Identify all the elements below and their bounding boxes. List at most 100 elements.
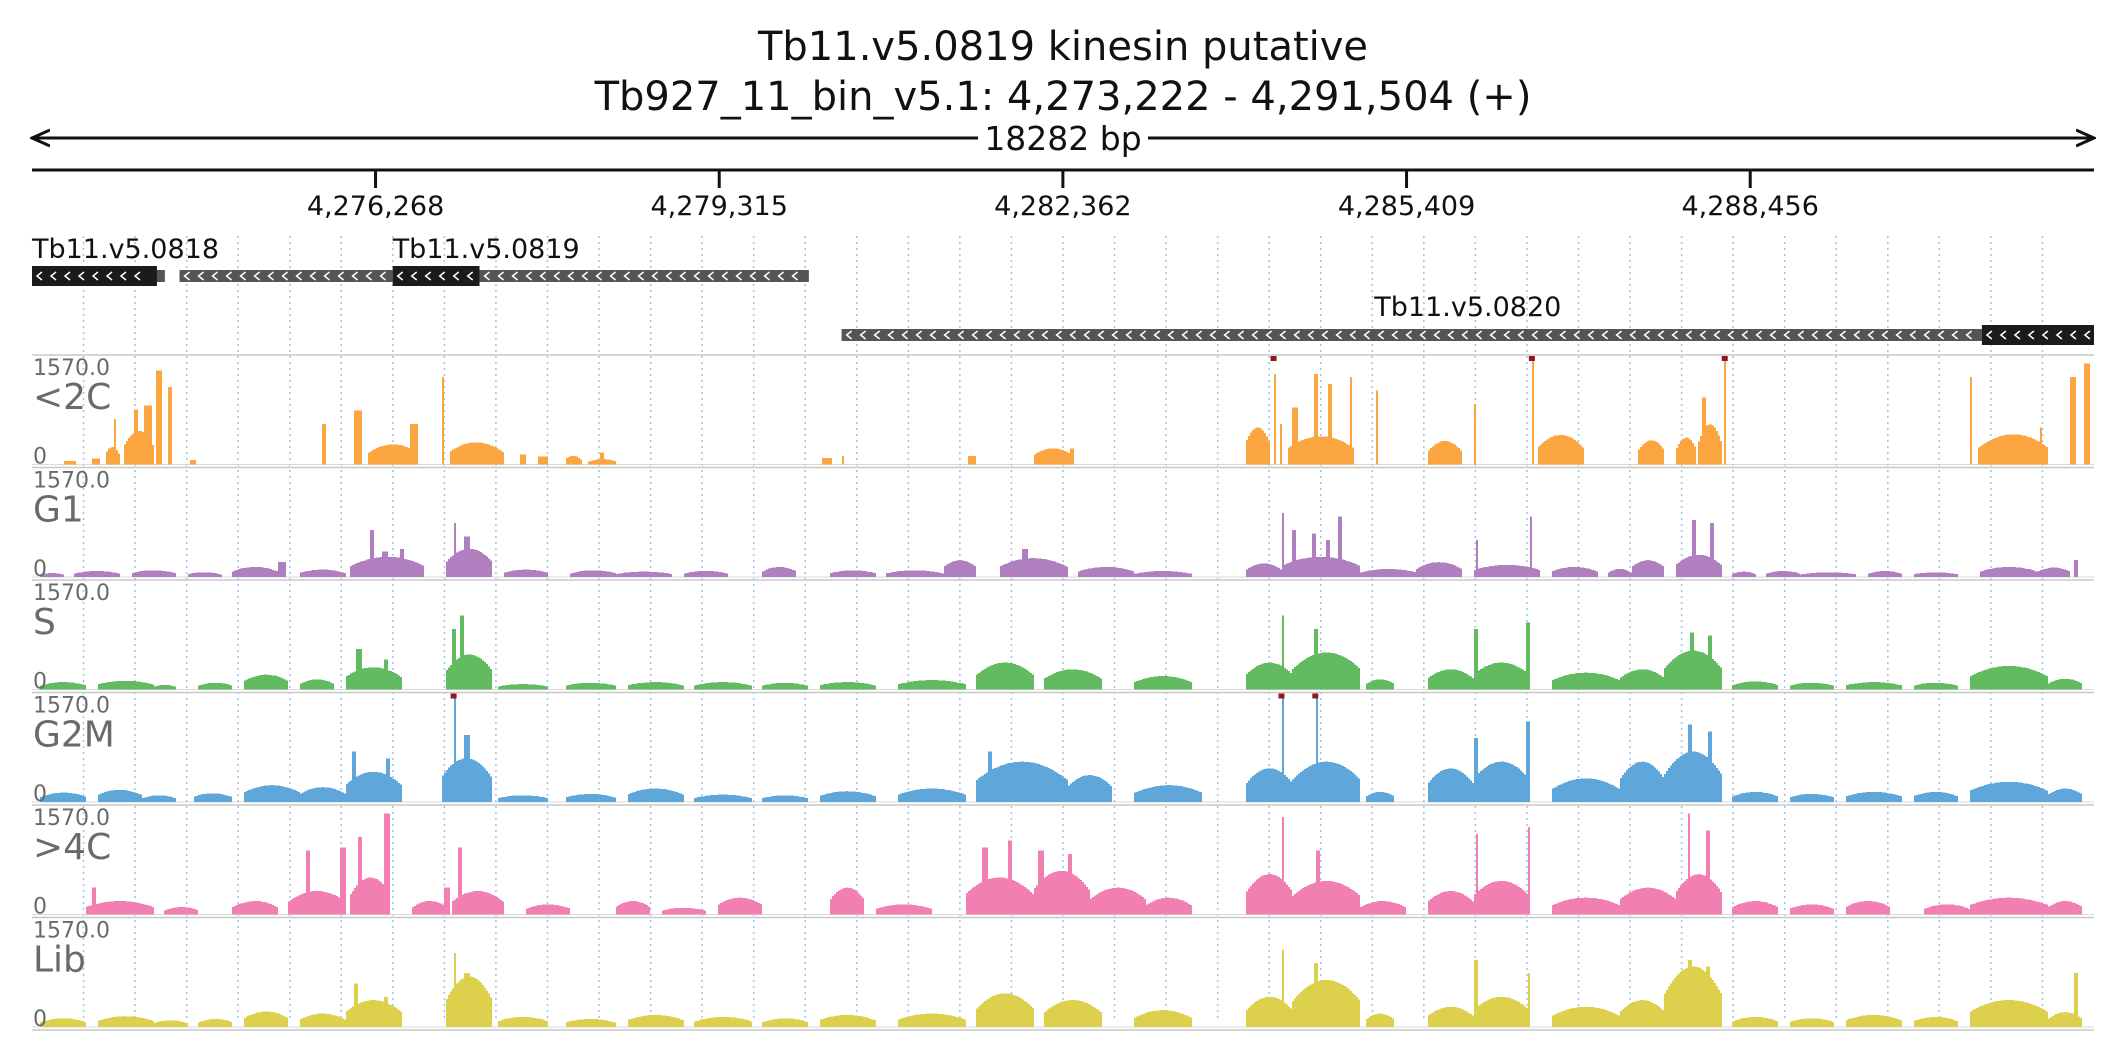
track-name-label: G1	[33, 490, 84, 531]
track-max-label: 1570.0	[33, 581, 110, 606]
gene-cds-block	[392, 266, 480, 286]
strand-chevron	[1713, 330, 1721, 340]
strand-chevron	[410, 271, 418, 281]
strand-chevron	[637, 271, 645, 281]
chart-title: Tb11.v5.0819 kinesin putative	[757, 24, 1369, 70]
strand-chevron	[351, 271, 358, 281]
axis-tick-label: 4,279,315	[651, 191, 788, 222]
span-label-background	[978, 118, 1148, 158]
clipped-peak-marker	[1528, 356, 1535, 361]
strand-chevron	[1601, 330, 1609, 340]
coverage-area	[40, 949, 2082, 1027]
strand-chevron	[105, 271, 113, 281]
strand-chevron	[943, 330, 951, 340]
strand-chevron	[2027, 330, 2035, 340]
strand-chevron	[295, 271, 302, 281]
strand-chevron	[651, 271, 659, 281]
strand-chevron	[971, 330, 979, 340]
strand-chevron	[1181, 330, 1189, 340]
strand-chevron	[1251, 330, 1259, 340]
strand-chevron	[1321, 330, 1329, 340]
track-name-label: <2C	[33, 377, 111, 418]
track-min-label: 0	[33, 1007, 47, 1032]
strand-chevron	[859, 330, 867, 340]
strand-chevron	[1517, 330, 1525, 340]
axis-tick-label: 4,288,456	[1682, 191, 1819, 222]
track-2: 1570.0S 0	[32, 579, 2094, 695]
strand-chevron	[1825, 330, 1833, 340]
track-min-label: 0	[33, 557, 47, 582]
strand-chevron	[1937, 330, 1945, 340]
strand-chevron	[1811, 330, 1819, 340]
track-max-label: 1570.0	[33, 806, 110, 831]
strand-chevron	[267, 271, 274, 281]
strand-chevron	[119, 271, 127, 281]
track-name-label: S	[33, 602, 56, 643]
strand-chevron	[845, 330, 853, 340]
coverage-area	[40, 513, 2078, 577]
strand-chevron	[1573, 330, 1581, 340]
strand-chevron	[1083, 330, 1091, 340]
strand-chevron	[483, 271, 491, 281]
strand-chevron	[525, 271, 533, 281]
strand-chevron	[1657, 330, 1665, 340]
strand-chevron	[901, 330, 909, 340]
strand-chevron	[1503, 330, 1511, 340]
strand-chevron	[609, 271, 617, 281]
strand-chevron	[183, 271, 190, 281]
strand-chevron	[133, 271, 141, 281]
track-4: 1570.0>4C 0	[32, 804, 2094, 920]
strand-chevron	[1783, 330, 1791, 340]
strand-chevron	[581, 271, 589, 281]
track-1: 1570.0G1 0	[32, 466, 2094, 582]
track-max-label: 1570.0	[33, 694, 110, 719]
strand-chevron	[2083, 330, 2091, 340]
strand-chevron	[197, 271, 204, 281]
strand-chevron	[1027, 330, 1035, 340]
strand-chevron	[1769, 330, 1777, 340]
strand-chevron	[957, 330, 965, 340]
strand-chevron	[281, 271, 288, 281]
strand-chevron	[1629, 330, 1637, 340]
strand-chevron	[424, 271, 432, 281]
gene-feature[interactable]: Tb11.v5.0819	[392, 234, 809, 286]
strand-chevron	[337, 271, 344, 281]
strand-chevron	[1363, 330, 1371, 340]
strand-chevron	[567, 271, 575, 281]
strand-chevron	[1055, 330, 1063, 340]
strand-chevron	[915, 330, 923, 340]
track-min-label: 0	[33, 782, 47, 807]
track-max-label: 1570.0	[33, 356, 110, 381]
coverage-tracks: 1570.0<2C01570.0G101570.0S01570.0G2M0157…	[32, 354, 2094, 1032]
strand-chevron	[1013, 330, 1021, 340]
strand-chevron	[721, 271, 729, 281]
coverage-area	[40, 696, 2082, 802]
gene-feature[interactable]: Tb11.v5.0818	[31, 234, 219, 286]
strand-chevron	[1909, 330, 1917, 340]
strand-chevron	[1279, 330, 1287, 340]
strand-chevron	[749, 271, 757, 281]
strand-chevron	[253, 271, 260, 281]
gene-body-line	[179, 270, 393, 282]
strand-chevron	[497, 271, 505, 281]
track-name-label: G2M	[33, 715, 115, 756]
strand-chevron	[2041, 330, 2049, 340]
region-subtitle: Tb927_11_bin_v5.1: 4,273,222 - 4,291,504…	[594, 74, 1532, 120]
strand-chevron	[887, 330, 895, 340]
strand-chevron	[1685, 330, 1693, 340]
strand-chevron	[1531, 330, 1539, 340]
strand-chevron	[1041, 330, 1049, 340]
gene-cds-block	[1981, 325, 2094, 345]
clipped-peak-marker	[1721, 356, 1728, 361]
strand-chevron	[985, 330, 993, 340]
strand-chevron	[63, 271, 71, 281]
gene-feature[interactable]: Tb11.v5.0820	[841, 292, 2094, 345]
gene-feature[interactable]	[179, 270, 393, 282]
strand-chevron	[665, 271, 673, 281]
strand-chevron	[1895, 330, 1903, 340]
strand-chevron	[1867, 330, 1875, 340]
strand-chevron	[1069, 330, 1077, 340]
